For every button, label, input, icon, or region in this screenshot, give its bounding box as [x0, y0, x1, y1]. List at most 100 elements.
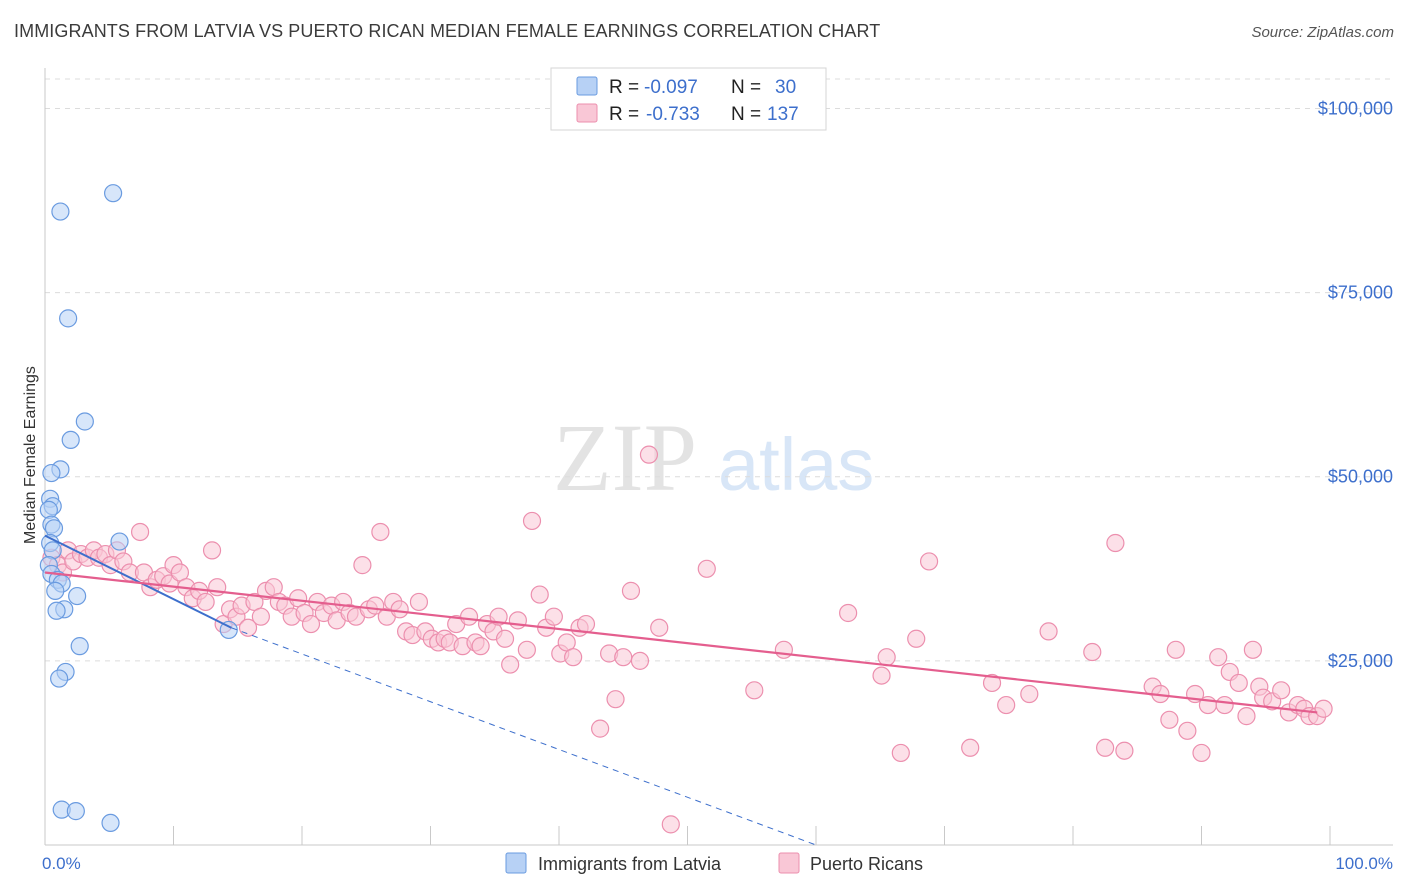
- y-tick-label: $25,000: [1328, 651, 1393, 671]
- legend-swatch-latvia: [576, 76, 598, 96]
- point-puerto-rican: [501, 655, 520, 674]
- y-tick-label: $75,000: [1328, 283, 1393, 303]
- point-latvia: [51, 202, 70, 221]
- point-puerto-rican: [639, 445, 659, 464]
- point-puerto-rican: [1215, 695, 1234, 715]
- series-legend: Immigrants from Latvia Puerto Ricans: [505, 852, 923, 874]
- point-puerto-rican: [1237, 707, 1256, 726]
- point-puerto-rican: [877, 648, 896, 667]
- point-latvia: [104, 184, 123, 203]
- bottom-legend-swatch-latvia: [505, 852, 527, 874]
- legend-n-value-latvia: 30: [775, 77, 796, 98]
- point-latvia: [61, 430, 80, 450]
- point-latvia: [219, 620, 238, 640]
- bottom-legend-swatch-pr: [778, 852, 800, 874]
- point-puerto-rican: [997, 695, 1016, 715]
- watermark: ZIP atlas: [553, 404, 874, 511]
- point-puerto-rican: [371, 522, 390, 542]
- point-latvia: [47, 601, 66, 620]
- point-puerto-rican: [591, 719, 610, 738]
- point-puerto-rican: [839, 603, 858, 623]
- point-latvia: [39, 500, 58, 519]
- point-puerto-rican: [661, 815, 680, 834]
- x-tick-marks: [173, 826, 1331, 845]
- legend-r-label-pr: R =: [609, 104, 639, 125]
- point-puerto-rican: [891, 743, 910, 763]
- bottom-legend-label-pr: Puerto Ricans: [810, 854, 923, 874]
- point-puerto-rican: [495, 629, 515, 648]
- point-latvia: [68, 586, 87, 606]
- point-puerto-rican: [459, 607, 479, 626]
- point-puerto-rican: [130, 522, 150, 542]
- point-latvia: [70, 637, 89, 656]
- point-puerto-rican: [1106, 533, 1125, 553]
- point-puerto-rican: [1229, 673, 1248, 693]
- point-puerto-rican: [745, 681, 764, 700]
- point-puerto-rican: [508, 611, 527, 630]
- point-puerto-rican: [1020, 684, 1039, 704]
- point-puerto-rican: [606, 690, 625, 709]
- point-puerto-rican: [564, 648, 583, 667]
- point-puerto-rican: [1192, 743, 1211, 763]
- watermark-zip: ZIP: [553, 404, 697, 511]
- y-tick-label: $100,000: [1318, 98, 1393, 118]
- point-latvia: [59, 309, 78, 328]
- point-puerto-rican: [251, 607, 270, 626]
- point-puerto-rican: [650, 618, 669, 637]
- y-tick-labels: $25,000 $50,000 $75,000 $100,000: [1318, 98, 1393, 670]
- point-puerto-rican: [544, 607, 563, 626]
- point-puerto-rican: [1166, 640, 1185, 659]
- point-puerto-rican: [614, 648, 633, 667]
- point-puerto-rican: [471, 637, 490, 656]
- x-tick-label-right: 100.0%: [1335, 854, 1393, 873]
- trend-line-puerto-ricans: [44, 571, 1318, 714]
- trend-lines: [44, 534, 1318, 846]
- point-puerto-rican: [630, 651, 650, 670]
- point-puerto-rican: [530, 585, 549, 604]
- legend-n-value-pr: 137: [767, 104, 799, 125]
- point-puerto-rican: [522, 511, 542, 531]
- point-puerto-rican: [1178, 721, 1197, 740]
- point-puerto-rican: [1115, 741, 1134, 760]
- point-puerto-rican: [1096, 738, 1115, 757]
- legend-n-label-pr: N =: [731, 104, 761, 125]
- point-puerto-rican: [774, 640, 793, 659]
- grid-lines: [45, 78, 1393, 662]
- point-latvia: [101, 813, 120, 833]
- point-latvia: [46, 581, 65, 600]
- point-puerto-rican: [1083, 642, 1102, 662]
- point-puerto-rican: [1160, 710, 1179, 729]
- point-puerto-rican: [621, 581, 641, 600]
- point-puerto-rican: [872, 666, 891, 685]
- point-puerto-rican: [961, 738, 980, 757]
- point-puerto-rican: [1209, 648, 1228, 667]
- point-puerto-rican: [1272, 681, 1291, 700]
- bottom-legend-label-latvia: Immigrants from Latvia: [538, 854, 722, 874]
- point-latvia: [66, 802, 85, 821]
- y-tick-label: $50,000: [1328, 467, 1393, 487]
- legend-n-label-latvia: N =: [731, 77, 761, 98]
- point-latvia: [110, 532, 129, 551]
- legend-swatch-pr: [576, 103, 598, 123]
- point-puerto-rican: [576, 614, 596, 634]
- series-latvia: [39, 184, 238, 833]
- point-latvia: [75, 412, 94, 431]
- source-label: Source: ZipAtlas.com: [1251, 24, 1394, 41]
- point-latvia: [42, 463, 61, 483]
- chart-title: IMMIGRANTS FROM LATVIA VS PUERTO RICAN M…: [14, 21, 881, 41]
- point-puerto-rican: [1314, 699, 1333, 718]
- point-puerto-rican: [697, 559, 716, 578]
- point-latvia: [50, 669, 69, 688]
- point-puerto-rican: [390, 600, 409, 619]
- point-puerto-rican: [353, 556, 372, 575]
- point-puerto-rican: [919, 552, 939, 571]
- trend-line-latvia-extrapolated: [231, 627, 817, 846]
- point-puerto-rican: [409, 592, 429, 612]
- point-puerto-rican: [1039, 622, 1058, 641]
- legend-r-label-latvia: R =: [609, 77, 639, 98]
- x-tick-label-left: 0.0%: [42, 854, 81, 873]
- point-puerto-rican: [907, 629, 926, 648]
- watermark-atlas: atlas: [718, 423, 874, 506]
- legend-r-value-pr: -0.733: [646, 104, 700, 125]
